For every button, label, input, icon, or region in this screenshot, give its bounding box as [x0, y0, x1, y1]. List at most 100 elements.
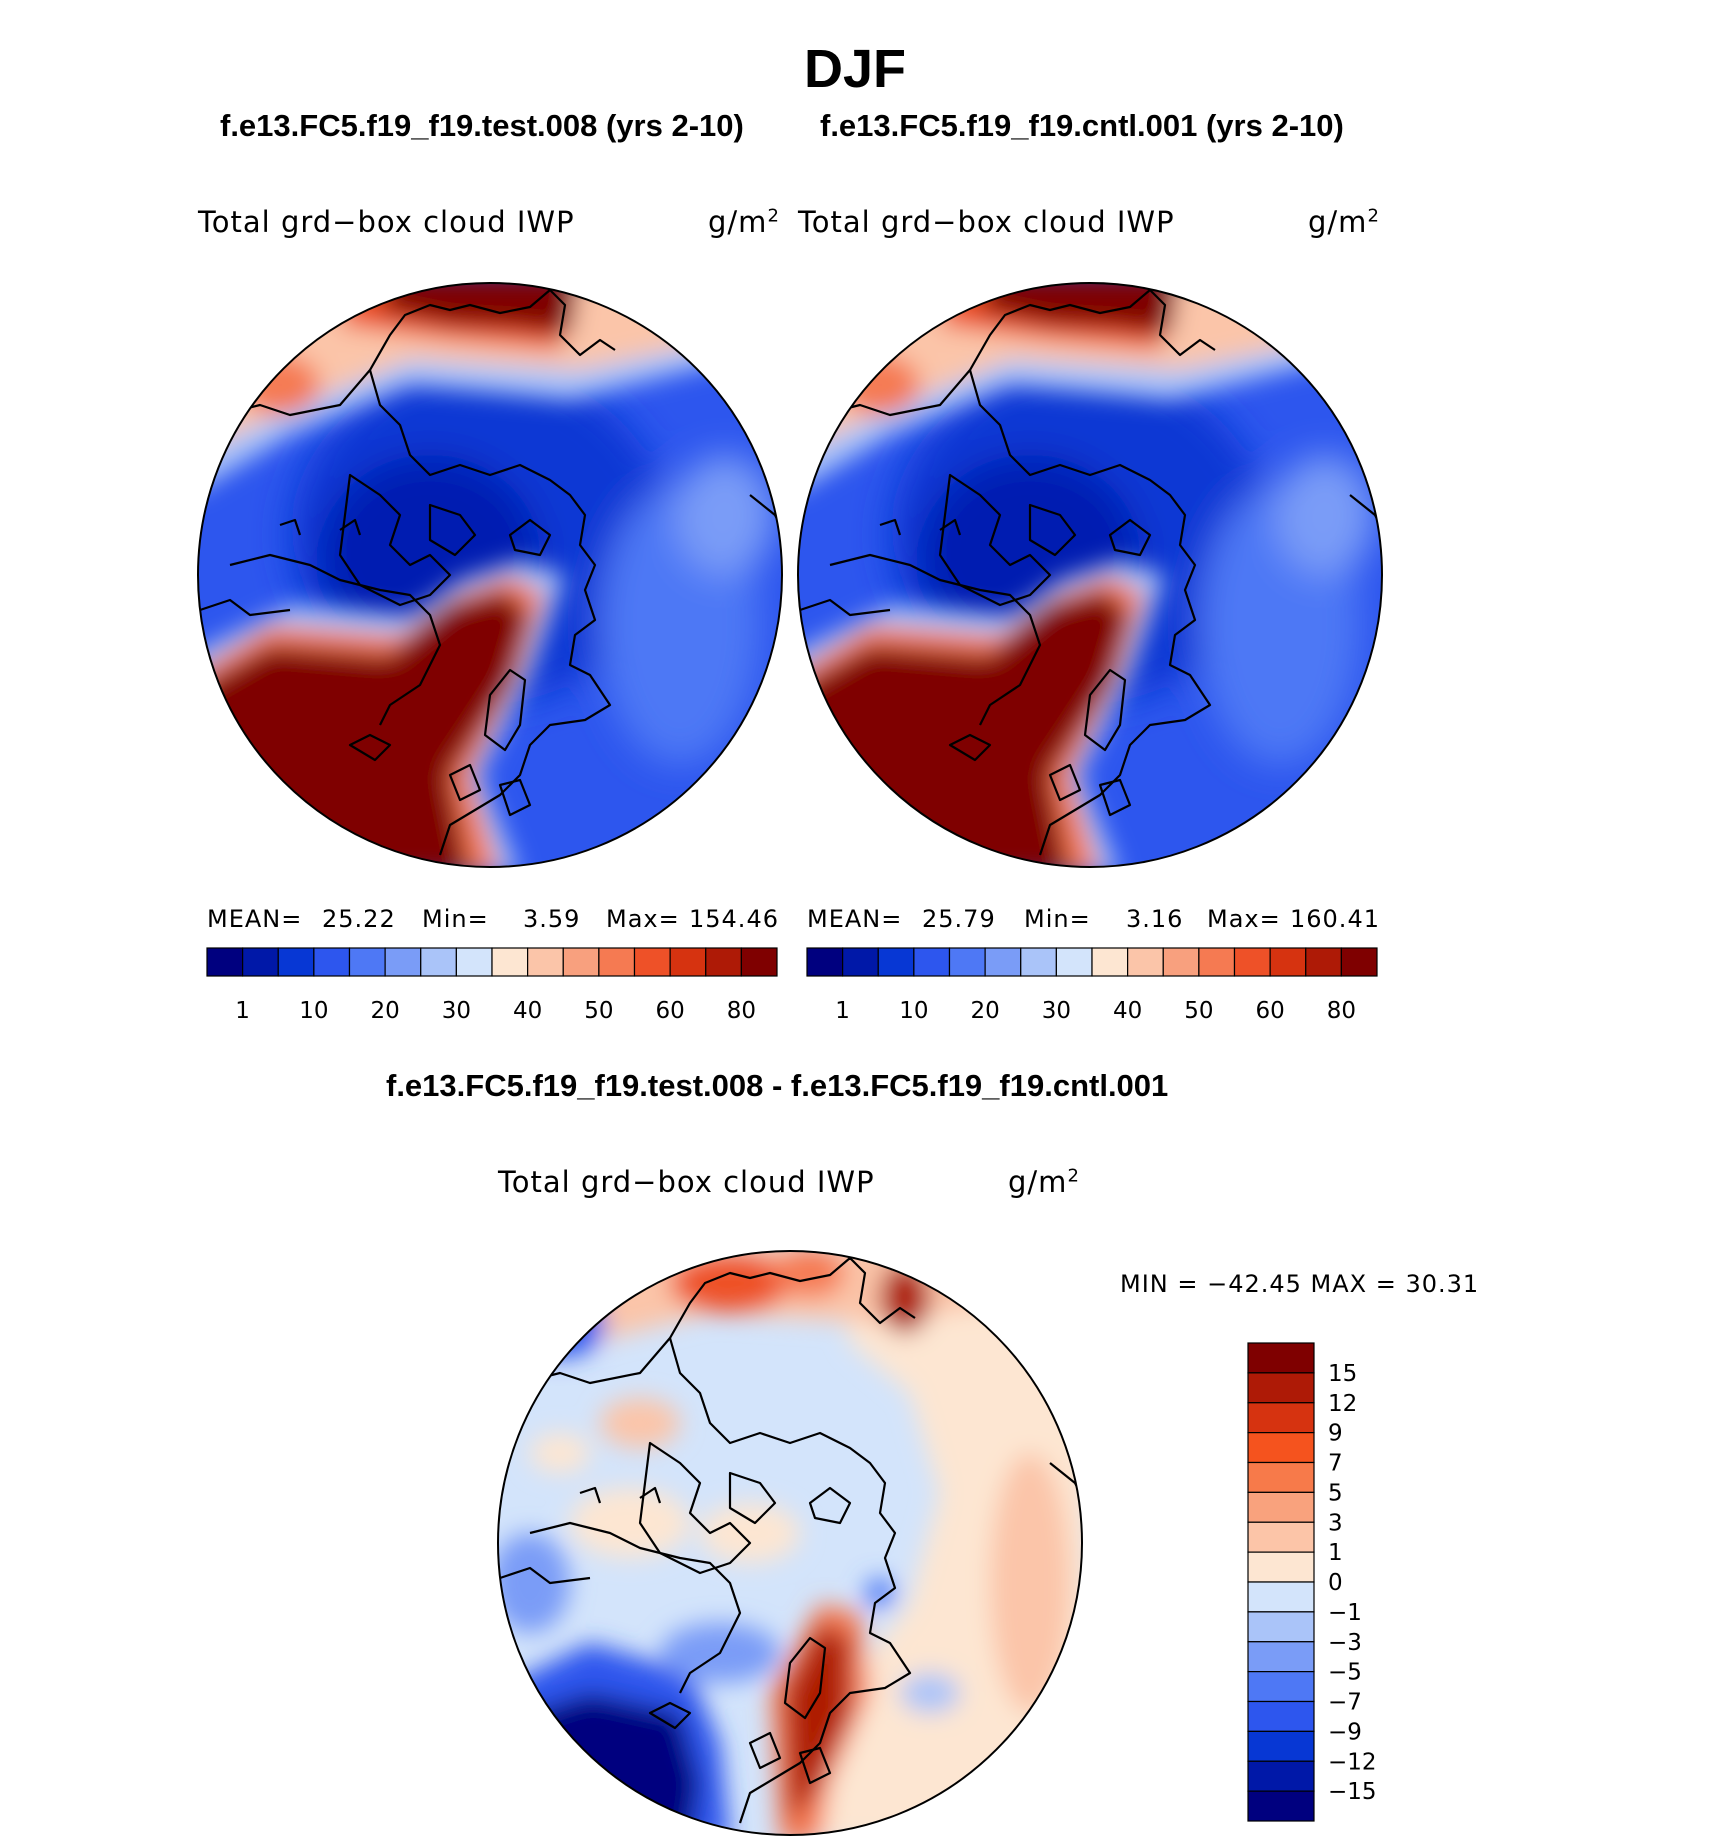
- test-colorbar-swatch-15: [740, 947, 778, 977]
- test-colorbar-swatch-0: [206, 947, 244, 977]
- diff-colorbar-swatch-7: [1247, 1551, 1315, 1583]
- diff-colorbar-tick-label: 0: [1328, 1570, 1343, 1596]
- cntl-colorbar-tick-label: 30: [1042, 998, 1071, 1024]
- test-colorbar-swatch-12: [633, 947, 671, 977]
- test-max-label: Max=: [606, 905, 680, 933]
- diff-variable-label: Total grd−box cloud IWP: [498, 1165, 875, 1199]
- diff-colorbar-tick-label: −9: [1328, 1719, 1362, 1745]
- test-colorbar-tick-label: 60: [655, 998, 684, 1024]
- test-colorbar-tick-label: 40: [513, 998, 542, 1024]
- test-colorbar-tick-label: 20: [370, 998, 399, 1024]
- diff-colorbar-tick-label: −5: [1328, 1660, 1362, 1686]
- test-colorbar-swatch-10: [562, 947, 600, 977]
- cntl-units-text: g/m: [1308, 205, 1368, 239]
- cntl-colorbar-swatch-2: [877, 947, 915, 977]
- diff-colorbar-swatch-9: [1247, 1611, 1315, 1643]
- cntl-colorbar-swatch-15: [1340, 947, 1378, 977]
- diff-colorbar-tick-label: −1: [1328, 1600, 1362, 1626]
- test-units-text: g/m: [708, 205, 768, 239]
- diff-colorbar-swatch-5: [1247, 1491, 1315, 1523]
- cntl-colorbar-tick-label: 40: [1113, 998, 1142, 1024]
- diff-colorbar: 15 12 9 7 5 3 1 0 −1 −3 −5 −7 −9 −12 −15: [1247, 1342, 1377, 1822]
- cntl-colorbar-swatch-7: [1055, 947, 1093, 977]
- test-min-label: Min=: [422, 905, 489, 933]
- test-colorbar-swatch-11: [598, 947, 636, 977]
- cntl-colorbar-swatch-0: [806, 947, 844, 977]
- diff-title: f.e13.FC5.f19_f19.test.008 - f.e13.FC5.f…: [386, 1068, 1169, 1103]
- test-min-value: 3.59: [523, 905, 581, 933]
- cntl-colorbar-tick-label: 60: [1255, 998, 1284, 1024]
- diff-colorbar-tick-label: −15: [1328, 1779, 1377, 1805]
- test-colorbar-swatch-7: [455, 947, 493, 977]
- cntl-colorbar-swatch-14: [1305, 947, 1342, 977]
- test-colorbar-tick-label: 50: [584, 998, 613, 1024]
- cntl-variable-label: Total grd−box cloud IWP: [798, 205, 1175, 239]
- cntl-colorbar-swatch-12: [1233, 947, 1271, 977]
- cntl-colorbar-tick-label: 50: [1184, 998, 1213, 1024]
- cntl-colorbar-swatch-4: [948, 947, 986, 977]
- test-colorbar-tick-label: 1: [235, 998, 250, 1024]
- diff-colorbar-swatch-6: [1247, 1521, 1315, 1553]
- cntl-colorbar-swatch-1: [842, 947, 879, 977]
- cntl-colorbar-tick-label: 10: [899, 998, 928, 1024]
- diff-colorbar-swatch-10: [1247, 1641, 1315, 1673]
- diff-colorbar-swatch-2: [1247, 1402, 1315, 1434]
- cntl-max-value: 160.41: [1290, 905, 1380, 933]
- cntl-colorbar-swatch-9: [1127, 947, 1164, 977]
- test-mean-value: 25.22: [322, 905, 396, 933]
- cntl-mean-label: MEAN=: [807, 905, 903, 933]
- page-title: DJF: [803, 39, 906, 99]
- cntl-colorbar-swatch-6: [1020, 947, 1057, 977]
- cntl-colorbar-swatch-3: [913, 947, 951, 977]
- diff-colorbar-swatch-13: [1247, 1730, 1315, 1762]
- test-colorbar-tick-label: 80: [727, 998, 756, 1024]
- diff-colorbar-tick-label: −12: [1328, 1749, 1377, 1775]
- cntl-colorbar-tick-label: 1: [835, 998, 850, 1024]
- diff-colorbar-swatch-8: [1247, 1581, 1315, 1613]
- cntl-case-title: f.e13.FC5.f19_f19.cntl.001 (yrs 2-10): [820, 108, 1344, 143]
- diff-colorbar-swatch-15: [1247, 1790, 1315, 1822]
- test-colorbar-swatch-2: [277, 947, 315, 977]
- diff-colorbar-tick-label: −3: [1328, 1630, 1362, 1656]
- diff-units-exponent: 2: [1067, 1165, 1080, 1187]
- diff-colorbar-tick-label: 9: [1328, 1421, 1343, 1447]
- diff-colorbar-swatch-0: [1247, 1342, 1315, 1374]
- cntl-min-label: Min=: [1024, 905, 1091, 933]
- test-colorbar-swatch-8: [491, 947, 529, 977]
- test-colorbar-swatch-6: [420, 947, 457, 977]
- diff-colorbar-tick-label: 12: [1328, 1391, 1357, 1417]
- test-colorbar-tick-label: 30: [442, 998, 471, 1024]
- test-units-label: g/m2: [708, 205, 780, 239]
- diff-colorbar-tick-label: 5: [1328, 1480, 1343, 1506]
- cntl-colorbar-swatch-8: [1091, 947, 1129, 977]
- test-colorbar-swatch-3: [313, 947, 351, 977]
- diff-colorbar-tick-label: 15: [1328, 1361, 1357, 1387]
- test-colorbar-swatch-5: [384, 947, 422, 977]
- diff-colorbar-swatch-12: [1247, 1700, 1315, 1732]
- diff-units-label: g/m2: [1008, 1165, 1080, 1199]
- test-colorbar: 1 10 20 30 40 50 60 80: [206, 947, 778, 1024]
- test-colorbar-swatch-4: [348, 947, 386, 977]
- cntl-colorbar-swatch-11: [1198, 947, 1236, 977]
- cntl-units-exponent: 2: [1367, 205, 1380, 227]
- diff-minmax-label: MIN = −42.45 MAX = 30.31: [1120, 1270, 1480, 1298]
- cntl-colorbar-swatch-10: [1162, 947, 1200, 977]
- cntl-mean-value: 25.79: [922, 905, 996, 933]
- diff-colorbar-tick-label: −7: [1328, 1690, 1362, 1716]
- test-colorbar-swatch-13: [669, 947, 707, 977]
- cntl-colorbar-tick-label: 80: [1327, 998, 1356, 1024]
- cntl-max-label: Max=: [1207, 905, 1281, 933]
- diff-colorbar-swatch-14: [1247, 1760, 1315, 1792]
- cntl-colorbar-swatch-13: [1269, 947, 1307, 977]
- test-max-value: 154.46: [689, 905, 779, 933]
- cntl-colorbar-tick-label: 20: [970, 998, 999, 1024]
- diff-units-text: g/m: [1008, 1165, 1068, 1199]
- test-case-title: f.e13.FC5.f19_f19.test.008 (yrs 2-10): [220, 108, 744, 143]
- test-mean-label: MEAN=: [207, 905, 303, 933]
- diff-colorbar-swatch-11: [1247, 1671, 1315, 1703]
- test-units-exponent: 2: [767, 205, 780, 227]
- diff-map: [497, 1250, 1083, 1836]
- cntl-min-value: 3.16: [1126, 905, 1184, 933]
- diff-colorbar-swatch-4: [1247, 1461, 1315, 1493]
